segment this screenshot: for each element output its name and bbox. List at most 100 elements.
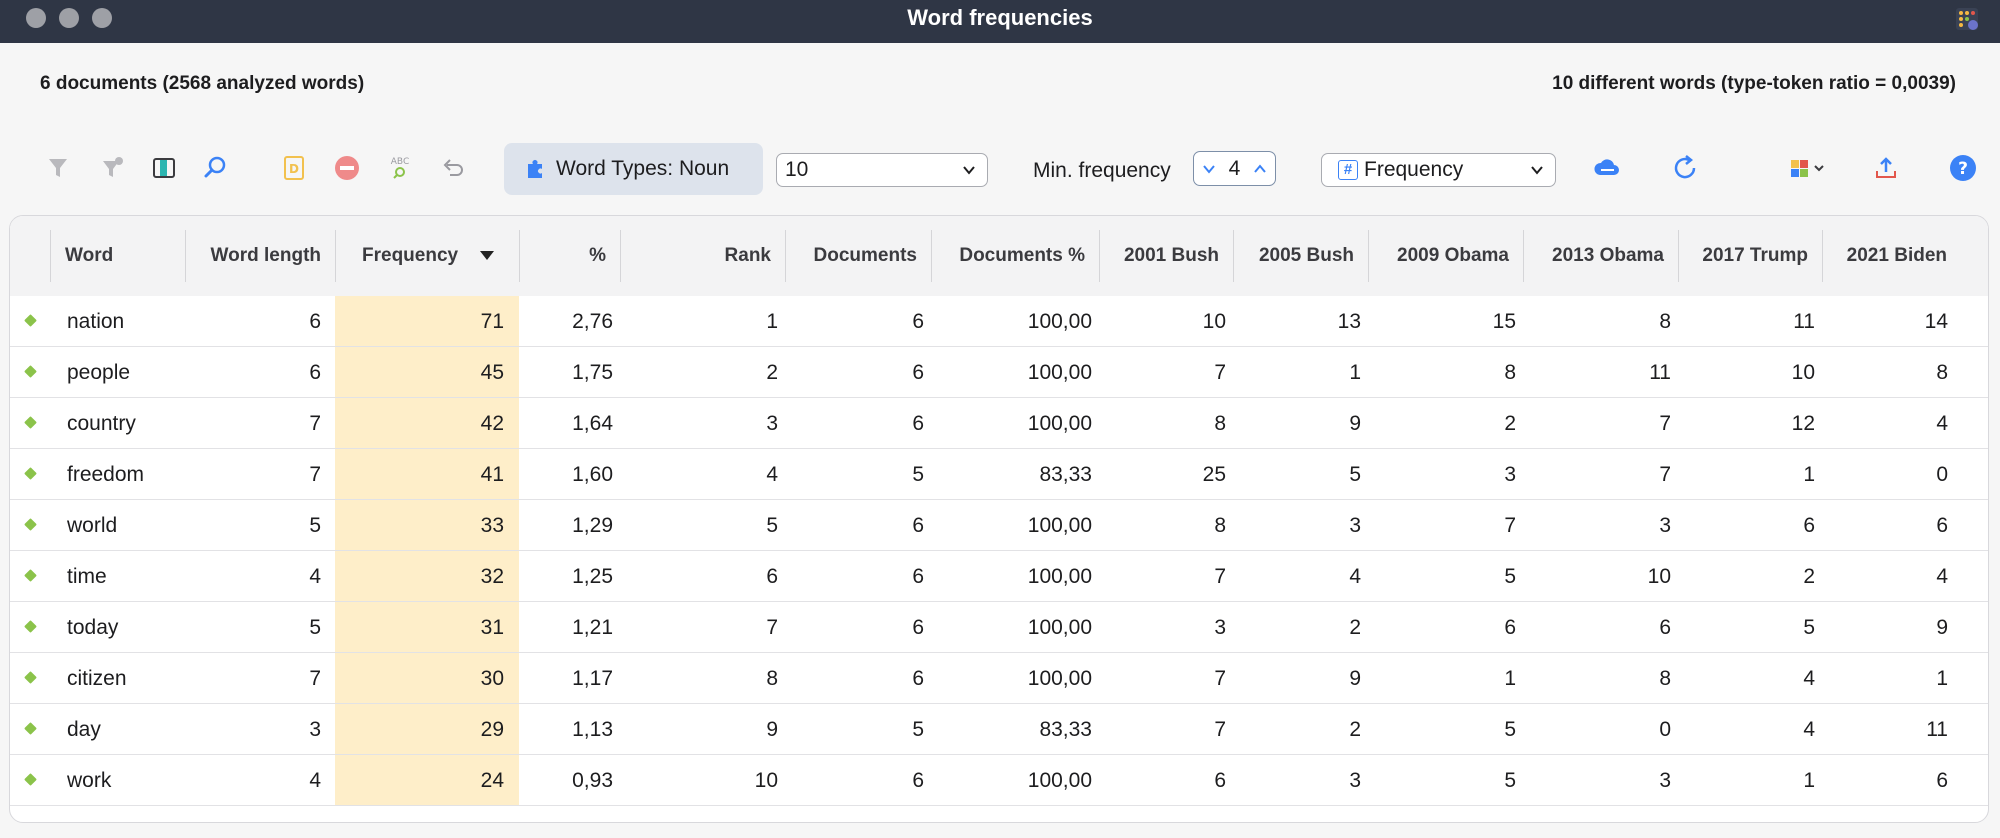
column-header-documents-percent[interactable]: Documents % bbox=[959, 245, 1085, 266]
table-row[interactable]: world 5 33 1,29 5 6 100,00 8 3 7 3 6 6 bbox=[10, 500, 1988, 551]
cell-2001-bush: 7 bbox=[1214, 667, 1226, 690]
row-marker-icon bbox=[24, 416, 37, 429]
min-frequency-label: Min. frequency bbox=[1033, 159, 1171, 182]
chevron-up-icon[interactable] bbox=[1253, 162, 1267, 176]
column-header-2021-biden[interactable]: 2021 Biden bbox=[1846, 245, 1947, 266]
word-types-button[interactable]: Word Types: Noun bbox=[504, 143, 763, 195]
cell-word: freedom bbox=[67, 463, 145, 486]
cell-percent: 1,17 bbox=[572, 667, 613, 690]
table-row[interactable]: country 7 42 1,64 3 6 100,00 8 9 2 7 12 4 bbox=[10, 398, 1988, 449]
cell-documents: 5 bbox=[912, 463, 924, 486]
cell-2005-bush: 4 bbox=[1349, 565, 1361, 588]
cell-2021-biden: 0 bbox=[1936, 463, 1948, 486]
column-header-rank[interactable]: Rank bbox=[724, 245, 771, 266]
cell-documents-percent: 100,00 bbox=[1027, 667, 1092, 690]
cell-rank: 6 bbox=[766, 565, 778, 588]
column-header-2009-obama[interactable]: 2009 Obama bbox=[1397, 245, 1509, 266]
document-icon[interactable]: D bbox=[279, 153, 309, 183]
row-marker-icon bbox=[24, 518, 37, 531]
sort-value: Frequency bbox=[1364, 158, 1464, 181]
column-header-documents[interactable]: Documents bbox=[813, 245, 917, 266]
column-header-2001-bush[interactable]: 2001 Bush bbox=[1123, 245, 1219, 266]
remove-icon[interactable] bbox=[332, 153, 362, 183]
table-row[interactable]: today 5 31 1,21 7 6 100,00 3 2 6 6 5 9 bbox=[10, 602, 1988, 653]
cell-2021-biden: 6 bbox=[1936, 514, 1948, 537]
sort-select[interactable]: # Frequency bbox=[1321, 153, 1556, 187]
cell-word: citizen bbox=[67, 667, 127, 690]
frequency-column-highlight bbox=[335, 296, 519, 806]
table-row[interactable]: work 4 24 0,93 10 6 100,00 6 3 5 3 1 6 bbox=[10, 755, 1988, 806]
cell-percent: 1,75 bbox=[572, 361, 613, 384]
cell-documents-percent: 100,00 bbox=[1027, 361, 1092, 384]
cell-percent: 1,29 bbox=[572, 514, 613, 537]
cell-2021-biden: 8 bbox=[1936, 361, 1948, 384]
row-marker-icon bbox=[24, 365, 37, 378]
cell-2005-bush: 3 bbox=[1349, 514, 1361, 537]
column-header-2005-bush[interactable]: 2005 Bush bbox=[1258, 245, 1354, 266]
column-header-2013-obama[interactable]: 2013 Obama bbox=[1552, 245, 1664, 266]
cell-2013-obama: 8 bbox=[1659, 667, 1671, 690]
search-icon[interactable] bbox=[201, 153, 231, 183]
frequency-header-label: Frequency bbox=[362, 245, 459, 266]
zoom-window-button[interactable] bbox=[92, 8, 112, 28]
cell-documents-percent: 100,00 bbox=[1027, 412, 1092, 435]
window-title: Word frequencies bbox=[907, 5, 1093, 30]
cell-rank: 3 bbox=[766, 412, 778, 435]
column-header-word-length[interactable]: Word length bbox=[210, 245, 321, 266]
cell-word: day bbox=[67, 718, 101, 741]
row-marker-icon bbox=[24, 569, 37, 582]
cell-percent: 1,60 bbox=[572, 463, 613, 486]
minimize-window-button[interactable] bbox=[59, 8, 79, 28]
document-summary: 6 documents (2568 analyzed words) bbox=[40, 73, 365, 94]
table-row[interactable]: citizen 7 30 1,17 8 6 100,00 7 9 1 8 4 1 bbox=[10, 653, 1988, 704]
refresh-icon[interactable] bbox=[1670, 153, 1700, 183]
chevron-down-icon[interactable] bbox=[1202, 162, 1216, 176]
filter-clear-icon[interactable] bbox=[97, 153, 127, 183]
spellcheck-icon[interactable]: ABC bbox=[385, 153, 415, 183]
filter-icon[interactable] bbox=[43, 153, 73, 183]
cell-documents-percent: 100,00 bbox=[1027, 616, 1092, 639]
cell-2017-trump: 1 bbox=[1803, 463, 1815, 486]
cell-2005-bush: 3 bbox=[1349, 769, 1361, 792]
cell-word: work bbox=[67, 769, 112, 792]
puzzle-icon bbox=[528, 160, 542, 178]
help-icon[interactable]: ? bbox=[1948, 153, 1978, 183]
undo-icon[interactable] bbox=[438, 153, 468, 183]
cloud-icon[interactable] bbox=[1592, 153, 1622, 183]
limit-select[interactable]: 10 bbox=[776, 153, 988, 187]
cell-documents-percent: 100,00 bbox=[1027, 565, 1092, 588]
column-header-frequency[interactable]: Frequency bbox=[336, 216, 519, 296]
min-frequency-stepper[interactable]: 4 bbox=[1193, 151, 1276, 186]
cell-2013-obama: 7 bbox=[1659, 412, 1671, 435]
column-header-word[interactable]: Word bbox=[65, 245, 114, 266]
table-row[interactable]: day 3 29 1,13 9 5 83,33 7 2 5 0 4 11 bbox=[10, 704, 1988, 755]
cell-2001-bush: 8 bbox=[1214, 514, 1226, 537]
column-header-2017-trump[interactable]: 2017 Trump bbox=[1702, 245, 1808, 266]
export-icon[interactable] bbox=[1871, 153, 1901, 183]
close-window-button[interactable] bbox=[26, 8, 46, 28]
table-row[interactable]: freedom 7 41 1,60 4 5 83,33 25 5 3 7 1 0 bbox=[10, 449, 1988, 500]
cell-documents: 6 bbox=[912, 616, 924, 639]
table-row[interactable]: nation 6 71 2,76 1 6 100,00 10 13 15 8 11 14 bbox=[10, 296, 1988, 347]
cell-word-length: 3 bbox=[309, 718, 321, 741]
cell-frequency: 45 bbox=[480, 361, 504, 384]
columns-icon[interactable] bbox=[149, 153, 179, 183]
cell-2013-obama: 7 bbox=[1659, 463, 1671, 486]
type-token-summary: 10 different words (type-token ratio = 0… bbox=[1552, 73, 1956, 94]
cell-2017-trump: 12 bbox=[1791, 412, 1815, 435]
cell-frequency: 30 bbox=[480, 667, 504, 690]
cell-2005-bush: 5 bbox=[1349, 463, 1361, 486]
cell-rank: 5 bbox=[766, 514, 778, 537]
table-row[interactable]: time 4 32 1,25 6 6 100,00 7 4 5 10 2 4 bbox=[10, 551, 1988, 602]
cell-2021-biden: 4 bbox=[1936, 565, 1948, 588]
column-header-percent[interactable]: % bbox=[589, 245, 606, 266]
cell-percent: 2,76 bbox=[572, 310, 613, 333]
cell-word-length: 4 bbox=[309, 565, 321, 588]
color-grid-icon[interactable] bbox=[1787, 153, 1831, 183]
table-row[interactable]: people 6 45 1,75 2 6 100,00 7 1 8 11 10 8 bbox=[10, 347, 1988, 398]
cell-2017-trump: 4 bbox=[1803, 667, 1815, 690]
cell-word: nation bbox=[67, 310, 125, 333]
cell-2009-obama: 1 bbox=[1504, 667, 1516, 690]
cell-frequency: 41 bbox=[480, 463, 504, 486]
title-bar: Word frequencies bbox=[0, 0, 2000, 43]
